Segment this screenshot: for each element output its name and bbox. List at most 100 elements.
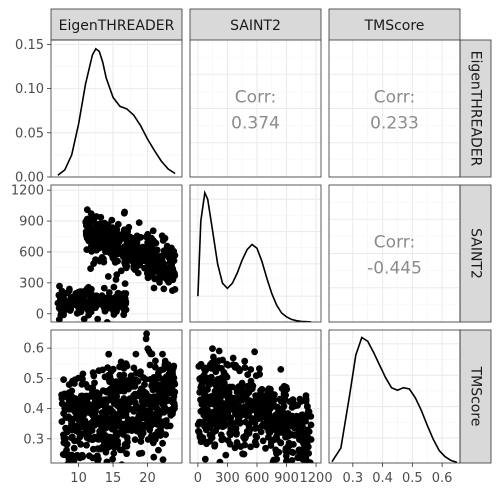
x-tick-label: 15 [105,471,122,486]
scatter-point [202,413,209,420]
scatter-point [136,259,143,266]
y-tick-label: 900 [19,215,44,230]
density-curve-saint2 [198,193,311,322]
scatter-point [162,419,169,426]
scatter-point [225,437,232,444]
scatter-point [101,421,108,428]
scatter-point [113,308,120,315]
scatter-point [85,312,92,319]
scatter-point [244,371,251,378]
scatter-point [129,406,136,413]
scatter-point [145,408,152,415]
scatter-point [253,372,260,379]
scatter-point [241,451,248,458]
scatter-point [202,367,209,374]
scatter-point [172,286,179,293]
scatter-point [260,421,267,428]
scatter-point [125,399,132,406]
scatter-point [103,305,110,312]
scatter-point [164,276,171,283]
scatter-point [101,435,108,442]
scatter-point [91,302,98,309]
scatter-point [109,438,116,445]
scatter-point [133,244,140,251]
scatter-point [150,250,157,257]
scatter-point [226,430,233,437]
scatter-point [171,272,178,279]
scatter-point [273,450,280,457]
scatter-point [198,361,205,368]
scatter-point [169,396,176,403]
scatter-point [122,280,129,287]
scatter-point [129,416,136,423]
scatter-point [150,454,157,461]
scatter-point [160,286,167,293]
column-strips: EigenTHREADER SAINT2 TMScore [51,9,460,40]
scatter-point [248,401,255,408]
scatter-point [167,256,174,263]
scatter-point [263,408,270,415]
scatter-point [71,445,78,452]
scatter-point [99,292,106,299]
scatter-point [120,311,127,318]
scatter-point [161,377,168,384]
scatter-point [291,423,298,430]
scatter-point [265,400,272,407]
scatter-point [128,372,135,379]
scatter-point [67,306,74,313]
scatter-point [113,276,120,283]
scatter-point [93,416,100,423]
scatter-point [168,407,175,414]
density-curve-tmscore [332,338,457,463]
scatter-point [95,393,102,400]
scatter-point [110,450,117,457]
scatter-point [157,432,164,439]
y-tick-label: 0.15 [15,38,44,53]
scatter-point [71,437,78,444]
scatter-point [89,216,96,223]
scatter-point [159,440,166,447]
scatter-point [230,488,237,495]
strip-col-saint2-label: SAINT2 [230,18,281,34]
scatter-point [230,355,237,362]
scatter-point [110,226,117,233]
scatter-point [88,405,95,412]
scatter-point [120,421,127,428]
scatter-point [196,419,203,426]
scatter-point [113,415,120,422]
scatter-point [114,258,121,265]
scatter-point [143,335,150,342]
scatter-point [236,367,243,374]
panel-eigenthreader-eigenthreader [51,40,182,177]
scatter-point [87,265,94,272]
scatter-point [84,233,91,240]
scatter-point [209,345,216,352]
x-tick-label: 900 [274,471,299,486]
scatter-point [89,455,96,462]
scatter-point [198,374,205,381]
scatter-point [157,271,164,278]
scatter-point [105,351,112,358]
scatter-point [99,367,106,374]
corr-value: 0.233 [370,114,419,134]
scatter-point [240,406,247,413]
scatter-point [85,226,92,233]
scatter-point [67,398,74,405]
scatter-point [84,395,91,402]
panel-eigenthreader-tmscore: Corr:0.233 [329,40,460,177]
scatter-point [282,417,289,424]
scatter-point [91,422,98,429]
scatter-point [292,464,299,471]
scatter-point [149,418,156,425]
y-tick-label: 0 [36,307,44,322]
scatter-point [124,434,131,441]
panel-tmscore-tmscore [329,330,460,463]
scatter-point [59,418,66,425]
x-tick-label: 10 [70,471,87,486]
y-axes: 0.000.050.100.15030060090012000.30.40.50… [11,38,51,447]
scatter-point [98,256,105,263]
scatter-point [90,470,97,477]
scatter-point [251,348,258,355]
scatter-point [135,270,142,277]
scatter-point [271,397,278,404]
